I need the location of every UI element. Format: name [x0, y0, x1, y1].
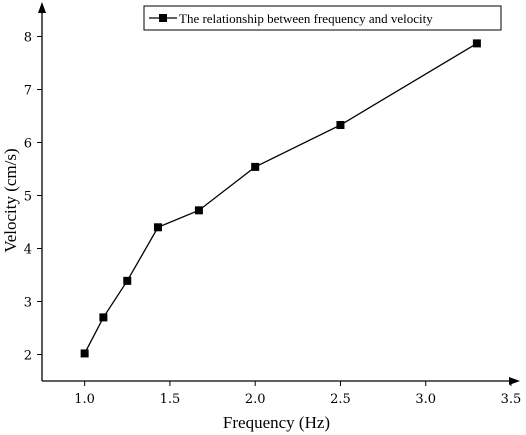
plot-area [80, 39, 481, 358]
y-axis-arrow [38, 2, 46, 13]
y-tick-label: 6 [24, 137, 32, 152]
y-tick-label: 4 [24, 243, 32, 258]
data-point [123, 276, 132, 285]
data-point [336, 121, 345, 130]
x-tick-label: 3.0 [415, 392, 436, 407]
y-tick-label: 7 [24, 84, 32, 99]
y-tick-label: 3 [24, 296, 32, 311]
ticks: 1.0 1.5 2.0 2.5 3.0 3.5 2 3 4 5 6 7 8 [24, 31, 522, 408]
x-tick-label: 2.5 [330, 392, 351, 407]
data-point [153, 223, 162, 232]
series-line [84, 42, 478, 354]
x-axis-arrow [509, 377, 520, 385]
legend: The relationship between frequency and v… [143, 5, 502, 31]
y-tick-label: 2 [24, 349, 32, 364]
axes [38, 2, 520, 385]
data-point [251, 162, 260, 171]
data-point [99, 313, 108, 322]
y-tick-label: 5 [24, 190, 32, 205]
data-point [80, 349, 89, 358]
legend-box [143, 5, 502, 31]
data-point [472, 39, 481, 48]
y-tick-label: 8 [24, 31, 32, 46]
legend-label: The relationship between frequency and v… [179, 11, 433, 26]
x-tick-label: 1.5 [160, 392, 181, 407]
x-axis-title: Frequency (Hz) [223, 413, 330, 432]
x-tick-label: 1.0 [74, 392, 95, 407]
data-point [194, 206, 203, 215]
y-axis-title: Velocity (cm/s) [1, 148, 20, 252]
x-tick-label: 2.0 [245, 392, 266, 407]
x-tick-label: 3.5 [501, 392, 522, 407]
legend-marker [159, 14, 167, 22]
